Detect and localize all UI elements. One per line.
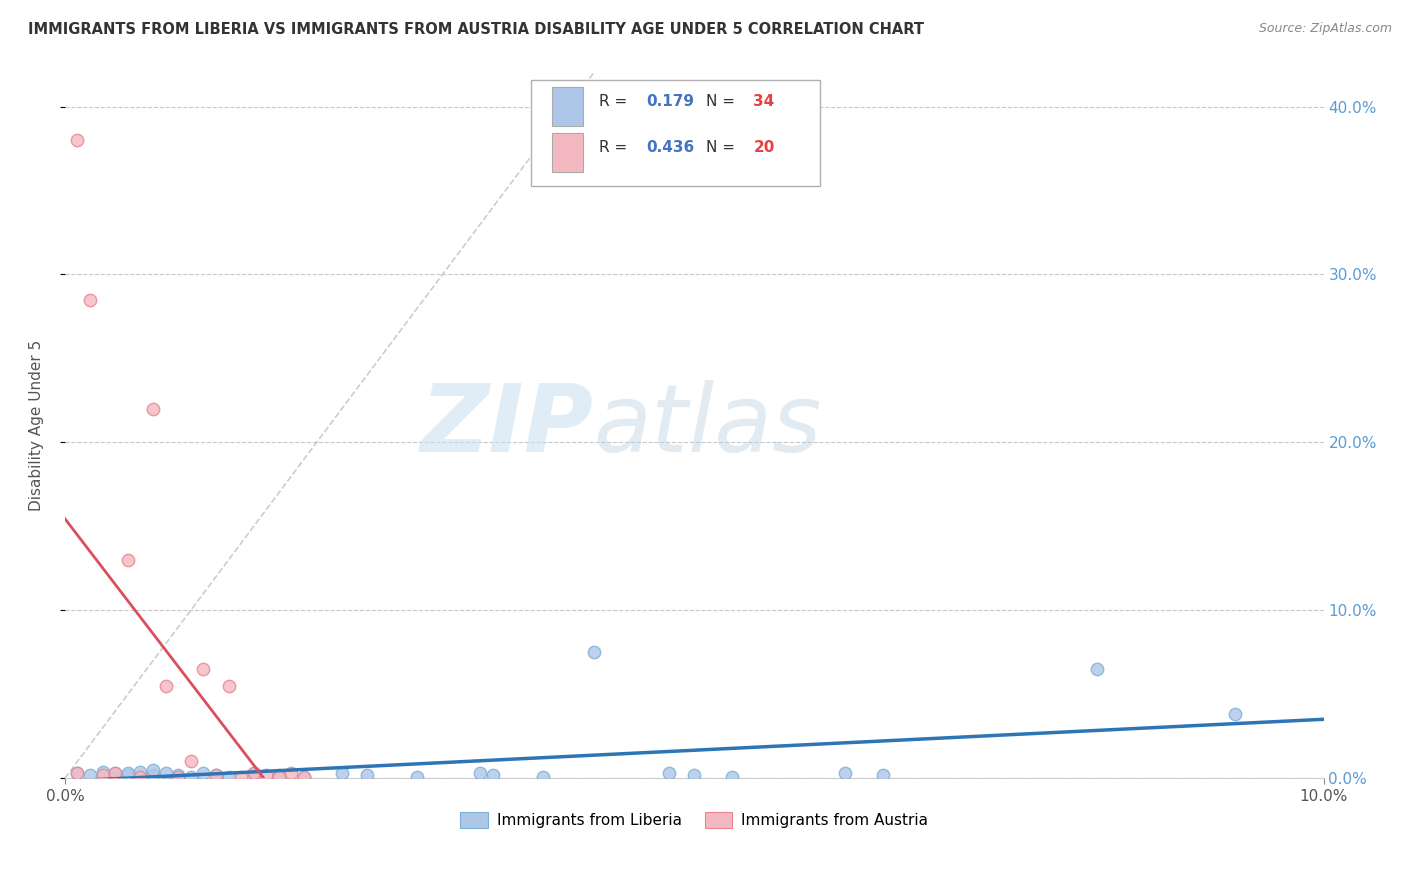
Text: IMMIGRANTS FROM LIBERIA VS IMMIGRANTS FROM AUSTRIA DISABILITY AGE UNDER 5 CORREL: IMMIGRANTS FROM LIBERIA VS IMMIGRANTS FR… [28,22,924,37]
Point [242,766,264,780]
Point [155,679,177,693]
Point [167,770,190,784]
FancyBboxPatch shape [530,80,820,186]
Point [79,768,101,782]
Bar [553,134,583,172]
Point [482,768,505,782]
Text: atlas: atlas [593,380,821,471]
Point [66,766,89,780]
Bar [553,87,583,126]
Point [142,768,165,782]
Point [1225,707,1247,722]
Y-axis label: Disability Age Under 5: Disability Age Under 5 [30,340,44,511]
Text: R =: R = [599,94,631,109]
Point [254,768,277,782]
Point [129,770,152,784]
Point [683,768,706,782]
Point [721,770,744,784]
Legend: Immigrants from Liberia, Immigrants from Austria: Immigrants from Liberia, Immigrants from… [454,805,935,834]
Point [142,401,165,416]
Point [193,662,215,676]
Point [218,679,240,693]
Point [280,766,302,780]
Point [229,770,252,784]
Point [205,768,228,782]
Point [91,768,114,782]
Point [406,770,429,784]
Point [180,755,202,769]
Point [91,764,114,779]
Text: 0.436: 0.436 [647,140,695,155]
Point [267,768,290,782]
Point [129,770,152,784]
Text: 20: 20 [754,140,775,155]
Point [117,553,139,567]
Text: R =: R = [599,140,631,155]
Text: N =: N = [706,94,740,109]
Point [356,768,378,782]
Text: Source: ZipAtlas.com: Source: ZipAtlas.com [1258,22,1392,36]
Point [218,770,240,784]
Point [155,766,177,780]
Text: ZIP: ZIP [420,380,593,472]
Point [66,133,89,147]
Point [1085,662,1108,676]
Point [79,293,101,307]
Point [117,768,139,782]
Point [142,763,165,777]
Point [242,766,264,780]
Point [292,770,315,784]
Point [104,766,127,780]
Point [658,766,681,780]
Point [104,766,127,780]
Point [66,766,89,780]
Point [129,764,152,779]
Point [531,770,554,784]
Point [292,770,315,784]
Point [330,766,353,780]
Point [267,770,290,784]
Point [872,768,894,782]
Point [205,768,228,782]
Point [167,768,190,782]
Text: N =: N = [706,140,740,155]
Point [470,766,492,780]
Point [193,766,215,780]
Point [104,770,127,784]
Point [117,766,139,780]
Text: 34: 34 [754,94,775,109]
Point [180,770,202,784]
Text: 0.179: 0.179 [647,94,695,109]
Point [834,766,856,780]
Point [582,645,605,659]
